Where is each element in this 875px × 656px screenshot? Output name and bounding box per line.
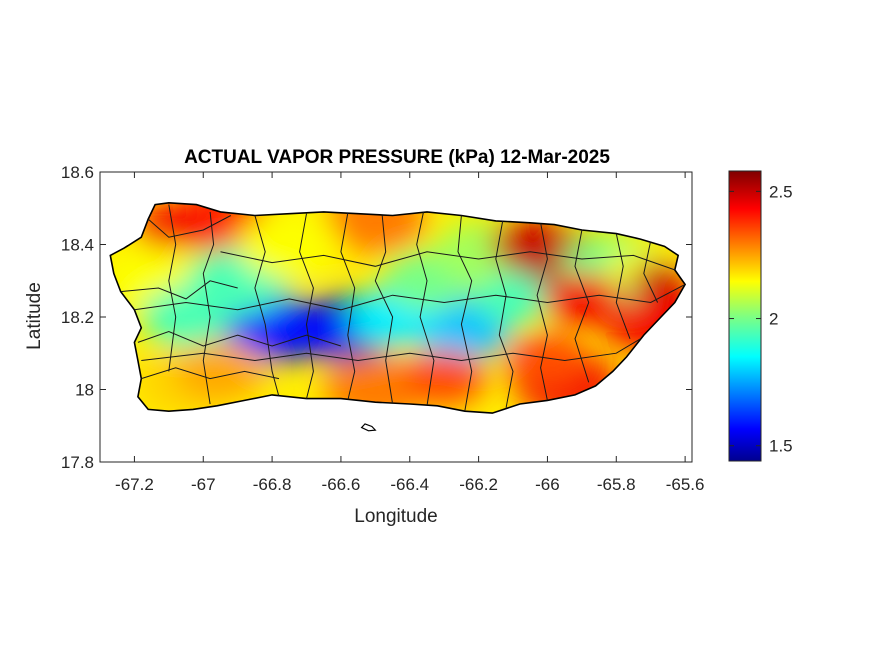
x-tick-label: -65.8 [597, 475, 636, 494]
x-tick-label: -66.2 [459, 475, 498, 494]
y-tick-label: 18.2 [61, 308, 94, 327]
heat-blob [324, 202, 427, 254]
municipal-boundary [495, 220, 514, 408]
x-tick-label: -65.6 [666, 475, 705, 494]
x-tick-label: -66.8 [253, 475, 292, 494]
y-tick-label: 17.8 [61, 453, 94, 472]
municipal-boundary [374, 215, 394, 405]
colorbar-ticks: 2.5 2 1.5 [729, 182, 793, 456]
y-axis-label: Latitude [24, 282, 45, 350]
heat-blob [135, 204, 202, 249]
colorbar-tick-label: 2.5 [769, 182, 793, 201]
colorbar-gradient [728, 170, 762, 462]
x-axis-label: Longitude [354, 506, 437, 527]
heat-blob [491, 218, 570, 271]
municipal-boundary [340, 212, 356, 401]
x-tick-label: -66 [535, 475, 560, 494]
municipal-boundary [220, 251, 675, 271]
colorbar: 2.5 2 1.5 [728, 170, 793, 462]
x-axis: -67.2 -67 -66.8 -66.6 -66.4 -66.2 -66 -65.8 -65.… [115, 172, 704, 494]
municipal-boundary [536, 222, 548, 401]
heat-blob [474, 272, 552, 325]
municipal-boundary [457, 215, 473, 412]
heat-blob [141, 287, 231, 347]
municipal-boundary [137, 330, 342, 347]
heat-blob [175, 341, 266, 402]
municipal-boundary [643, 240, 659, 303]
y-tick-label: 18.4 [61, 236, 94, 255]
municipal-boundaries [120, 204, 686, 412]
x-tick-label: -66.4 [390, 475, 429, 494]
municipal-boundary [574, 229, 590, 383]
x-tick-label: -67 [191, 475, 216, 494]
y-tick-label: 18 [75, 381, 94, 400]
municipal-boundary [141, 338, 641, 362]
heat-blob [274, 305, 353, 358]
municipal-boundary [299, 213, 314, 399]
municipal-boundary [134, 283, 686, 311]
x-tick-label: -67.2 [115, 475, 154, 494]
municipal-boundary [202, 211, 215, 405]
heatmap-blobs [110, 202, 686, 414]
municipal-boundary [168, 204, 177, 372]
colorbar-tick-label: 1.5 [769, 437, 793, 456]
municipal-boundary [615, 233, 631, 339]
x-tick-label: -66.6 [322, 475, 361, 494]
municipal-boundary [416, 211, 435, 406]
municipal-boundary [141, 367, 280, 380]
coastline [109, 201, 687, 414]
heat-blob [238, 210, 341, 279]
y-tick-label: 18.6 [61, 163, 94, 182]
caja-de-muertos-islet [360, 423, 377, 432]
chart-title: ACTUAL VAPOR PRESSURE (kPa) 12-Mar-2025 [184, 147, 610, 168]
colorbar-tick-label: 2 [769, 310, 778, 329]
municipal-boundary [254, 215, 280, 397]
municipal-boundary [147, 215, 232, 238]
plot-area [99, 171, 693, 463]
municipal-boundary [120, 280, 238, 300]
heat-blob [542, 272, 621, 325]
heat-blob [402, 350, 487, 407]
heat-blob [505, 332, 590, 389]
y-axis: 18.6 18.4 18.2 18 17.8 [61, 163, 692, 472]
